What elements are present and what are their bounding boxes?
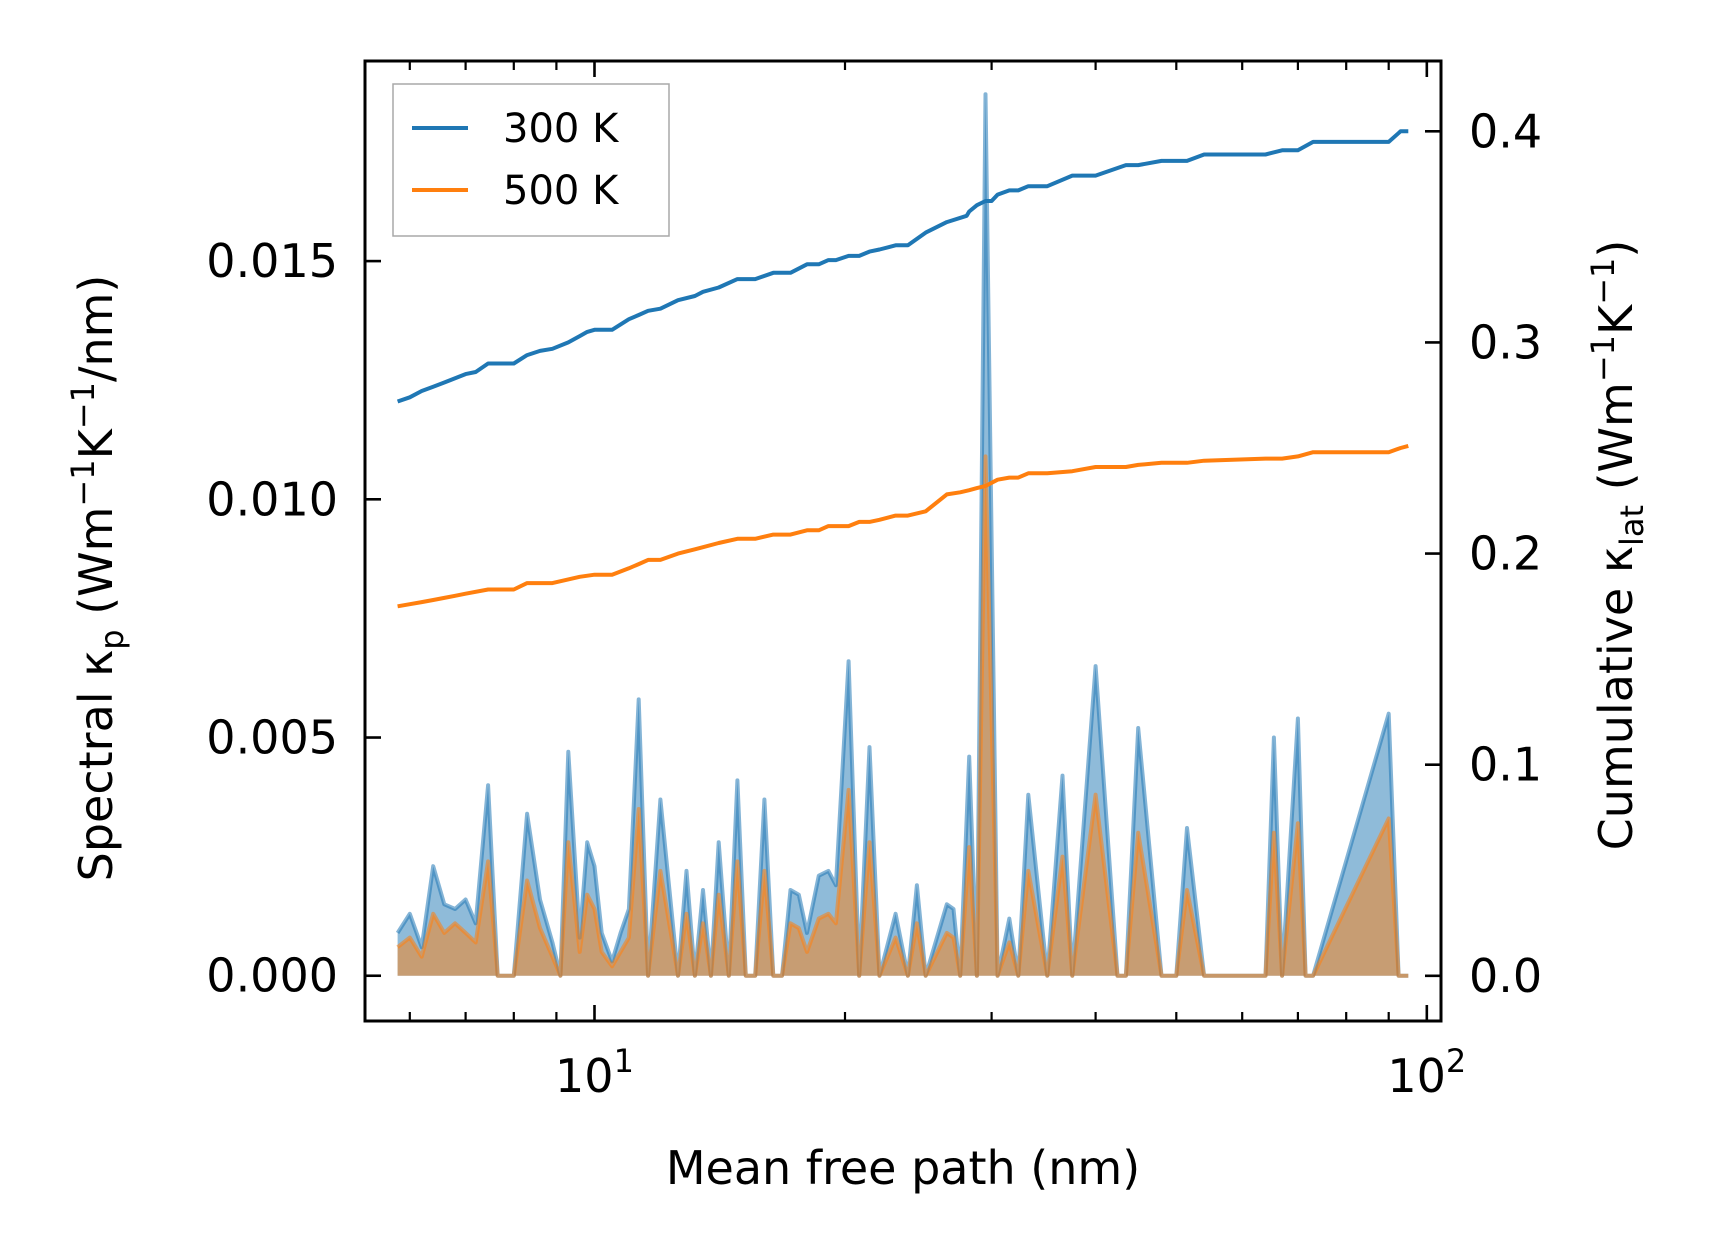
y-axis-title-right: Cumulative κlat (Wm−1K−1) — [1584, 240, 1651, 851]
y-right-tick-label: 0.0 — [1469, 949, 1542, 1003]
left-title-sup2: −1 — [64, 382, 102, 429]
y-right-tick-label: 0.4 — [1469, 104, 1542, 158]
y-left-tick-label: 0.010 — [206, 472, 338, 526]
legend-box — [392, 83, 670, 237]
right-title-main: Cumulative κ — [1589, 546, 1643, 850]
left-title-tail: /nm) — [69, 275, 123, 382]
y-right-tick-label: 0.2 — [1469, 527, 1542, 581]
right-title-tail: ) — [1589, 240, 1643, 258]
left-title-main: Spectral κ — [69, 650, 123, 882]
left-title-sup1: −1 — [64, 459, 102, 506]
data-lines — [395, 92, 1409, 978]
y-left-tick-label: 0.005 — [206, 711, 338, 765]
left-title-mid: K — [69, 427, 123, 459]
y-left-tick-label: 0.015 — [206, 234, 338, 288]
left-title-sub: p — [93, 629, 131, 649]
legend-label-300k: 300 K — [503, 106, 620, 152]
cumulative-line-300k — [396, 129, 1409, 404]
right-title-sup2: −1 — [1584, 258, 1622, 305]
cumulative-line-500k — [397, 443, 1409, 609]
x-tick-label: 101 — [555, 1042, 634, 1103]
right-title-mid: K — [1589, 303, 1643, 335]
y-left-tick-label: 0.000 — [206, 949, 338, 1003]
spectral-fill-500k — [397, 456, 1409, 976]
right-title-sub: lat — [1613, 505, 1651, 546]
plot-frame — [363, 59, 1443, 1023]
right-title-sup1: −1 — [1584, 335, 1622, 382]
legend-label-500k: 500 K — [503, 168, 620, 214]
legend: 300 K 500 K — [392, 83, 670, 237]
x-tick-label: 102 — [1387, 1042, 1466, 1103]
right-title-open: (Wm — [1589, 382, 1643, 505]
axes: 101 102 0.000 0.005 0.010 0.015 0.0 0.1 0.2 0.3 0.… — [206, 61, 1542, 1103]
x-axis-title: Mean free path (nm) — [666, 1141, 1140, 1195]
spectral-line-500k — [396, 454, 1409, 978]
y-right-tick-label: 0.3 — [1469, 315, 1542, 369]
y-axis-title-left: Spectral κp (Wm−1K−1/nm) — [64, 275, 131, 882]
left-title-open: (Wm — [69, 507, 123, 630]
y-right-tick-label: 0.1 — [1469, 738, 1542, 792]
